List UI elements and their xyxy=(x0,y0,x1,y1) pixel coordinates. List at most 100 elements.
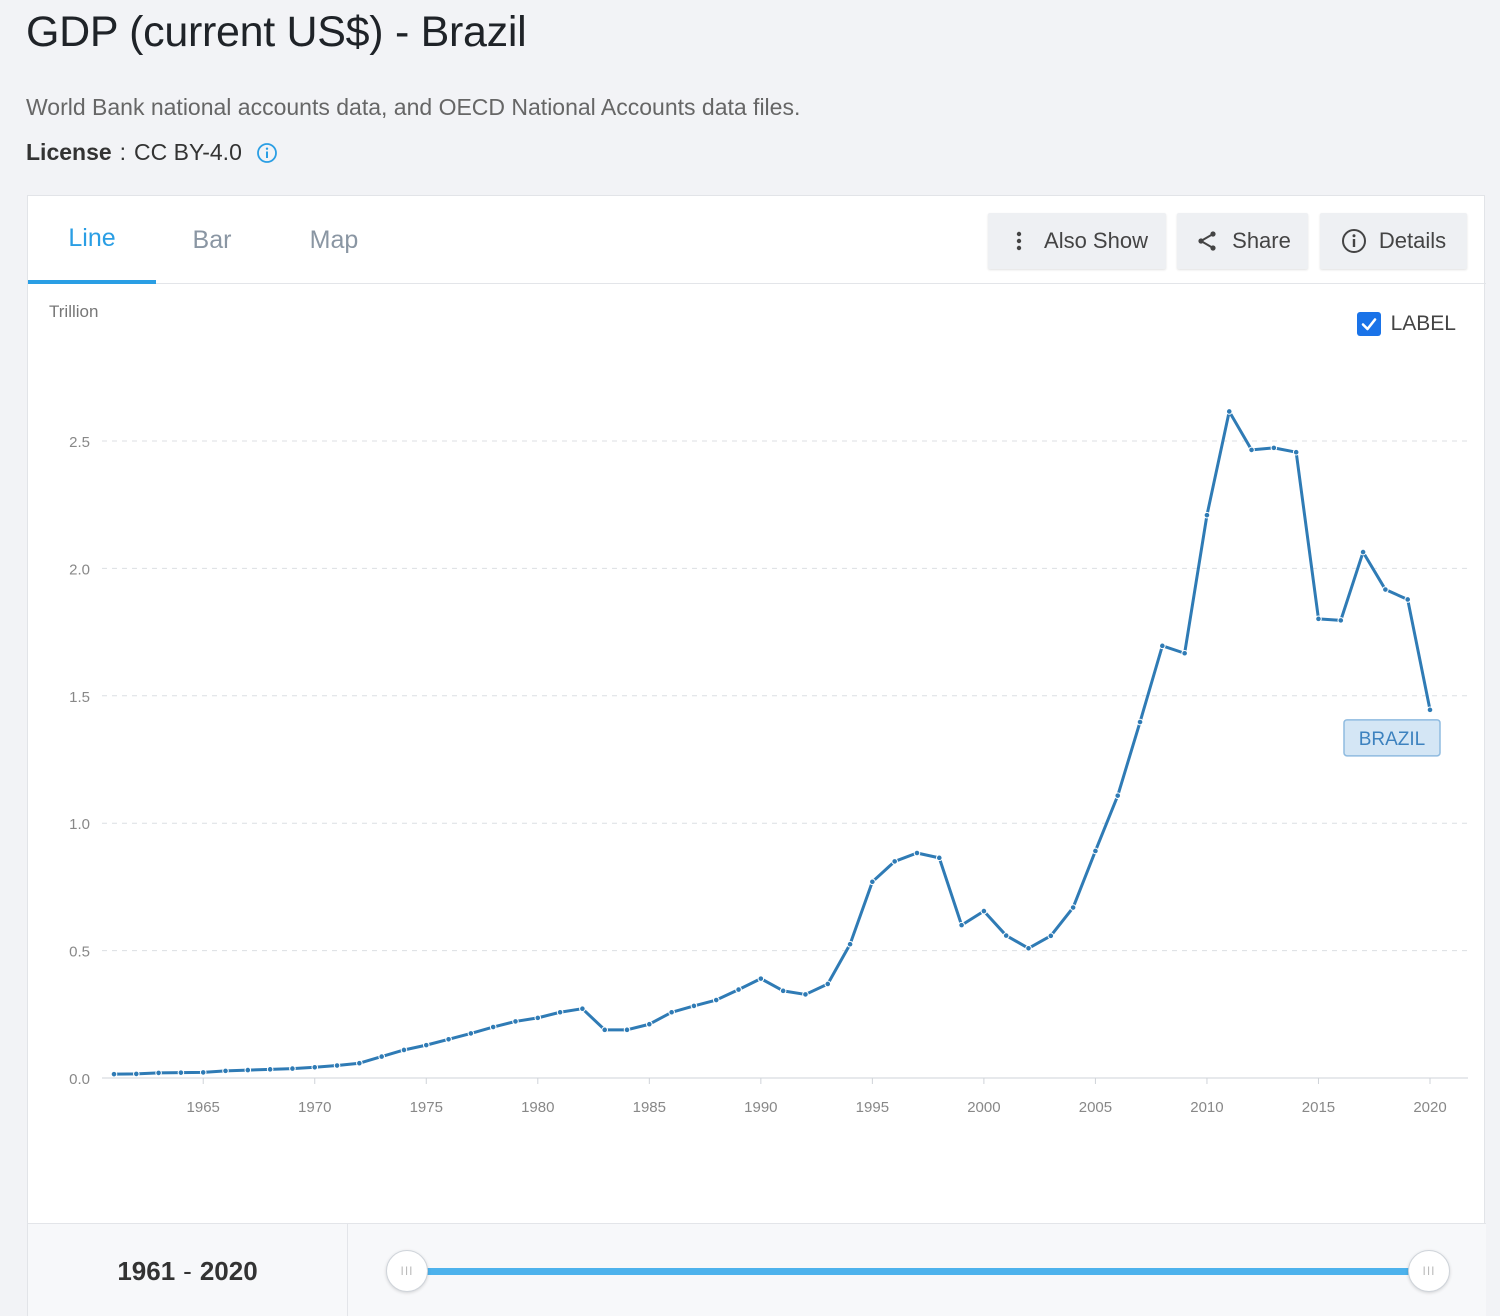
data-point xyxy=(1315,615,1322,623)
data-point xyxy=(958,921,965,929)
data-point xyxy=(266,1066,274,1073)
x-tick-label: 2000 xyxy=(967,1099,1000,1116)
data-point xyxy=(779,987,787,995)
data-point xyxy=(155,1069,162,1077)
data-point xyxy=(467,1030,475,1037)
series-label-text: BRAZIL xyxy=(1359,729,1426,750)
y-tick-label: 2.0 xyxy=(69,561,90,578)
tab-map[interactable]: Map xyxy=(309,225,359,254)
range-end: 2020 xyxy=(199,1255,258,1286)
label-toggle[interactable]: LABEL xyxy=(1356,312,1456,336)
data-point xyxy=(579,1005,586,1012)
data-point xyxy=(1359,548,1367,556)
data-point xyxy=(133,1070,140,1078)
x-tick-label: 1985 xyxy=(633,1099,666,1116)
x-tick-label: 1980 xyxy=(521,1099,554,1116)
data-point xyxy=(980,907,988,915)
info-icon[interactable] xyxy=(256,142,278,164)
data-point xyxy=(1136,718,1144,726)
data-point xyxy=(356,1059,363,1067)
data-point xyxy=(534,1014,542,1022)
line-chart: 0.0 0.5 1.0 1.5 2.0 2.5 1965 1970 1975 1980 1985 19… xyxy=(69,408,1468,1116)
info-circle-icon xyxy=(1341,228,1367,254)
data-point xyxy=(802,991,809,998)
data-point xyxy=(601,1026,609,1034)
data-point xyxy=(400,1046,408,1054)
x-tick-label: 1995 xyxy=(856,1099,889,1116)
data-point xyxy=(668,1008,675,1016)
chart-card: Line Bar Map Also Show Share Details Tri… xyxy=(27,195,1486,1316)
data-point xyxy=(891,858,898,865)
data-point xyxy=(110,1070,118,1078)
y-unit-label: Trillion xyxy=(49,302,99,321)
x-tick-label: 1965 xyxy=(187,1099,220,1116)
data-point xyxy=(1203,511,1211,519)
series-label-box xyxy=(1343,719,1441,757)
license-label: License xyxy=(26,139,112,165)
license-value: CC BY-4.0 xyxy=(134,139,242,165)
data-point xyxy=(913,849,921,857)
data-point xyxy=(422,1041,430,1049)
x-tick-label: 2015 xyxy=(1302,1099,1335,1116)
data-point xyxy=(690,1002,698,1010)
data-point xyxy=(1248,446,1255,454)
data-point xyxy=(244,1066,252,1074)
x-tick-label: 1970 xyxy=(298,1099,331,1116)
also-show-label: Also Show xyxy=(1044,228,1148,253)
share-button[interactable]: Share xyxy=(1177,213,1308,269)
data-point xyxy=(556,1008,564,1016)
data-point xyxy=(1069,904,1077,911)
x-tick-label: 1975 xyxy=(410,1099,443,1116)
x-tick-label: 2020 xyxy=(1413,1099,1446,1116)
chart-tabs: Line Bar Map Also Show Share Details xyxy=(28,196,1486,284)
data-point xyxy=(824,980,832,988)
y-tick-label: 2.5 xyxy=(69,434,90,451)
slider-handle-end[interactable]: III xyxy=(1408,1250,1450,1292)
license-separator: : xyxy=(119,139,127,165)
data-point xyxy=(1337,617,1345,624)
x-tick-label: 2010 xyxy=(1190,1099,1223,1116)
data-point xyxy=(1225,408,1233,415)
data-point xyxy=(1025,945,1032,952)
data-point xyxy=(378,1053,385,1060)
x-tick-label: 1990 xyxy=(744,1099,777,1116)
details-button[interactable]: Details xyxy=(1320,213,1467,269)
year-slider-track[interactable] xyxy=(408,1268,1428,1275)
source-note: World Bank national accounts data, and O… xyxy=(26,94,801,120)
data-point xyxy=(1404,596,1411,603)
data-point xyxy=(311,1063,319,1071)
data-point xyxy=(445,1035,452,1043)
data-point xyxy=(646,1020,653,1028)
share-icon xyxy=(1194,228,1220,254)
data-point xyxy=(1159,642,1166,650)
label-toggle-text: LABEL xyxy=(1390,312,1456,335)
data-point xyxy=(1002,932,1010,939)
y-tick-label: 1.0 xyxy=(69,816,90,833)
data-point xyxy=(1270,444,1278,452)
data-point xyxy=(512,1018,519,1025)
data-point xyxy=(1047,932,1055,940)
range-start: 1961 xyxy=(117,1255,176,1286)
also-show-button[interactable]: Also Show xyxy=(988,213,1166,269)
slider-handle-start[interactable]: III xyxy=(386,1250,428,1292)
page-title: GDP (current US$) - Brazil xyxy=(26,8,527,56)
share-label: Share xyxy=(1232,228,1291,253)
data-point xyxy=(1382,586,1389,593)
data-point xyxy=(712,996,720,1004)
label-checkbox[interactable] xyxy=(1356,312,1381,336)
data-point xyxy=(222,1067,229,1075)
data-point xyxy=(1292,448,1300,456)
license-line: License : CC BY-4.0 xyxy=(26,139,278,166)
tab-bar[interactable]: Bar xyxy=(192,225,232,254)
data-point xyxy=(735,986,742,993)
x-tick-label: 2005 xyxy=(1079,1099,1112,1116)
year-range-display: 1961 - 2020 xyxy=(28,1224,348,1316)
data-point xyxy=(177,1069,185,1076)
tab-line[interactable]: Line xyxy=(28,196,156,284)
range-bar: 1961 - 2020 III III xyxy=(28,1223,1486,1316)
y-tick-label: 1.5 xyxy=(69,689,90,706)
data-point xyxy=(199,1069,207,1076)
range-dash: - xyxy=(183,1255,192,1286)
data-point xyxy=(1181,649,1188,657)
data-point xyxy=(869,878,876,886)
